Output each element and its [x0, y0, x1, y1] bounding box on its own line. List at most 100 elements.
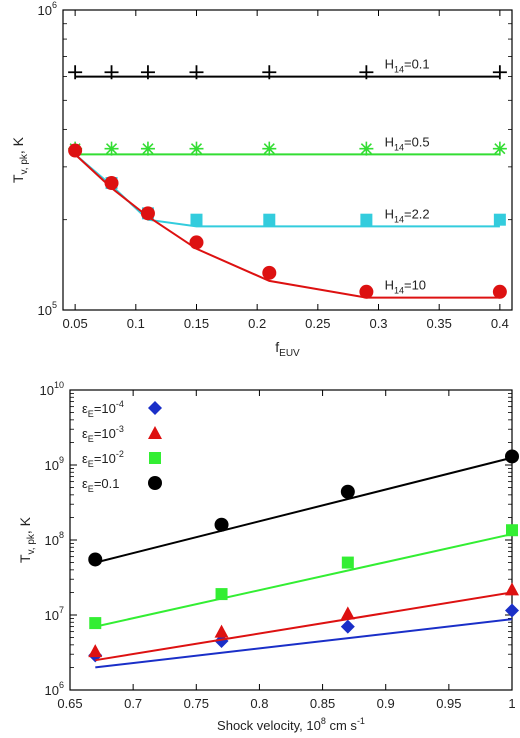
data-point [104, 65, 119, 80]
x-tick-label: 0.05 [62, 316, 87, 331]
x-tick-label: 0.85 [310, 696, 335, 711]
data-point [340, 606, 355, 620]
series-3 [88, 449, 519, 567]
series-label-main: H [385, 134, 394, 149]
data-point [262, 65, 277, 80]
x-label-suffix: cm s [326, 718, 358, 733]
y-label-sub: v, pk [26, 533, 37, 554]
legend-label: εE=10-2 [82, 449, 124, 469]
series-2 [74, 153, 506, 228]
data-point [262, 141, 277, 156]
plot-frame [62, 9, 513, 311]
chart-bottom-shock-velocity: 0.65 0.7 0.75 0.8 0.85 0.9 0.95 110610710810910… [17, 380, 519, 733]
y-tick-exponent: 5 [52, 300, 57, 310]
y-tick-base: 10 [45, 683, 59, 698]
data-point [340, 484, 355, 499]
legend-label-sub: E [88, 459, 94, 469]
data-point [89, 617, 102, 630]
x-label-sub: EUV [279, 348, 300, 359]
series-label-suffix: =0.5 [404, 134, 430, 149]
legend-marker [148, 476, 162, 490]
series-1 [88, 582, 519, 662]
data-point [493, 213, 506, 226]
x-tick-label: 0.75 [184, 696, 209, 711]
y-tick-label: 106 [38, 0, 57, 18]
x-tick-label: 0.2 [248, 316, 266, 331]
data-point [104, 176, 119, 191]
data-point [359, 65, 374, 80]
y-tick-exponent: 10 [54, 380, 64, 390]
data-point [505, 582, 519, 596]
legend-label-main: ε [82, 401, 88, 416]
legend-label: εE=0.1 [82, 476, 119, 494]
data-point [215, 588, 228, 601]
y-tick-base: 10 [40, 383, 54, 398]
x-label-sup2: -1 [357, 716, 365, 726]
series-label: H14=10 [385, 278, 426, 296]
data-point [189, 235, 204, 250]
data-point [140, 141, 155, 156]
data-point [214, 517, 229, 532]
x-axis-label: Shock velocity, 108 cm s-1 [217, 716, 365, 733]
x-tick-label: 0.65 [57, 696, 82, 711]
y-axis-label: Tv, pk, K [17, 516, 37, 563]
legend-label-sup: -3 [116, 424, 124, 434]
y-tick-base: 10 [45, 458, 59, 473]
x-tick-label: 0.35 [427, 316, 452, 331]
y-tick-exponent: 6 [59, 680, 64, 690]
series-2 [89, 524, 518, 630]
legend-label: εE=10-4 [82, 399, 124, 419]
y-tick-base: 10 [45, 608, 59, 623]
data-point [505, 449, 519, 464]
series-label-suffix: =10 [404, 278, 426, 293]
data-point [492, 284, 507, 299]
data-point [262, 265, 277, 280]
series-3 [68, 143, 507, 299]
y-label-suffix: , K [17, 516, 33, 534]
x-tick-label: 0.4 [491, 316, 509, 331]
series-line [74, 153, 500, 228]
legend-label-main: ε [82, 451, 88, 466]
legend-label-sub: E [88, 484, 94, 494]
y-tick-base: 10 [38, 3, 52, 18]
y-tick-exponent: 6 [52, 0, 57, 10]
legend-label-main: ε [82, 426, 88, 441]
series-line [95, 618, 513, 669]
data-point [506, 524, 518, 537]
series-label-main: H [385, 278, 394, 293]
data-point [263, 213, 276, 226]
series-label-suffix: =0.1 [404, 57, 430, 72]
x-label-main: f [275, 339, 279, 355]
y-label-sub: v, pk [19, 153, 30, 174]
y-tick-base: 10 [38, 303, 52, 318]
series-label-suffix: =2.2 [404, 206, 430, 221]
data-point [360, 213, 373, 226]
data-point [214, 624, 229, 638]
data-point [88, 552, 103, 567]
legend-marker [149, 452, 161, 464]
legend-label-suffix: =0.1 [94, 476, 120, 491]
series-label-sub: 14 [394, 286, 404, 296]
legend-marker [148, 426, 162, 439]
x-tick-label: 1 [508, 696, 515, 711]
x-axis-label: fEUV [275, 339, 300, 359]
x-tick-label: 0.9 [377, 696, 395, 711]
series-label: H14=2.2 [385, 206, 430, 224]
series-line [95, 456, 513, 564]
x-tick-label: 0.15 [184, 316, 209, 331]
y-tick-label: 109 [45, 455, 64, 473]
series-label-sub: 14 [394, 142, 404, 152]
series-label-sub: 14 [394, 65, 404, 75]
x-tick-label: 0.25 [305, 316, 330, 331]
y-label-main: T [17, 554, 33, 563]
y-tick-exponent: 9 [59, 455, 64, 465]
data-point [340, 619, 355, 634]
y-tick-label: 107 [45, 605, 64, 623]
data-point [359, 284, 374, 299]
legend-label-suffix: =10 [94, 451, 116, 466]
x-tick-label: 0.3 [369, 316, 387, 331]
y-tick-label: 106 [45, 680, 64, 698]
x-tick-label: 0.1 [127, 316, 145, 331]
legend-label-sub: E [88, 434, 94, 444]
